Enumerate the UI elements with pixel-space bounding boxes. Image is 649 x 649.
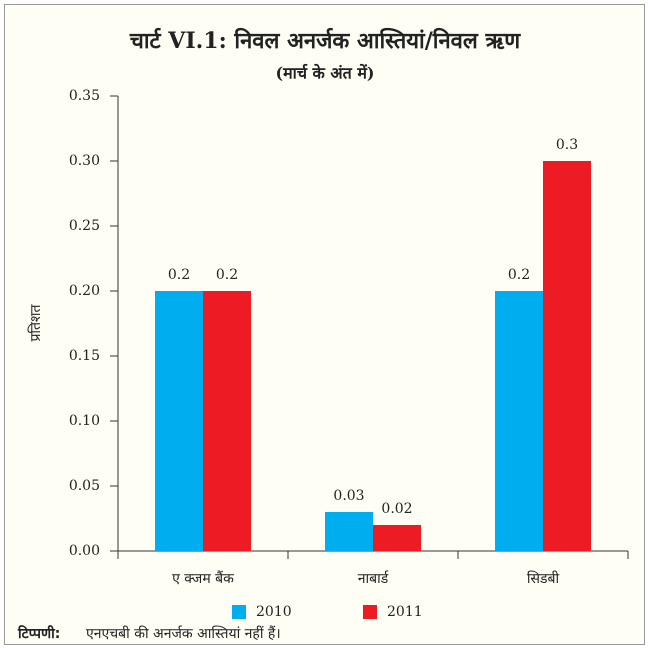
y-tick-label: 0.25 <box>69 218 100 234</box>
x-tick-label: ए क्जम बैंक <box>172 570 234 587</box>
x-tick-label: सिडबी <box>527 570 560 587</box>
note-text: एनएचबी की अनर्जक आस्तियां नहीं हैं। <box>86 625 281 642</box>
value-label: 0.2 <box>508 267 530 283</box>
bar <box>325 512 373 551</box>
bar <box>495 291 543 551</box>
y-tick-label: 0.00 <box>69 543 100 559</box>
bar <box>543 161 591 551</box>
y-tick-label: 0.15 <box>69 348 100 364</box>
value-label: 0.02 <box>381 501 412 517</box>
legend-label: 2011 <box>387 604 423 620</box>
y-tick-label: 0.35 <box>69 88 100 104</box>
legend-swatch <box>232 605 246 619</box>
value-label: 0.2 <box>216 267 238 283</box>
legend-swatch <box>363 605 377 619</box>
chart-subtitle: (मार्च के अंत में) <box>276 64 375 83</box>
value-label: 0.3 <box>556 137 578 153</box>
bar <box>203 291 251 551</box>
legend-label: 2010 <box>256 604 292 620</box>
y-tick-label: 0.30 <box>69 153 100 169</box>
note-label: टिप्पणी: <box>17 625 60 642</box>
value-label: 0.2 <box>168 267 190 283</box>
y-axis-label: प्रतिशत <box>27 303 44 341</box>
chart-title: चार्ट VI.1: निवल अनर्जक आस्तियां/निवल ऋण <box>129 27 521 54</box>
bar <box>155 291 203 551</box>
y-tick-label: 0.10 <box>69 413 100 429</box>
x-tick-label: नाबार्ड <box>358 570 390 587</box>
value-label: 0.03 <box>333 488 364 504</box>
bar <box>373 525 421 551</box>
y-tick-label: 0.20 <box>69 283 100 299</box>
y-tick-label: 0.05 <box>69 478 100 494</box>
